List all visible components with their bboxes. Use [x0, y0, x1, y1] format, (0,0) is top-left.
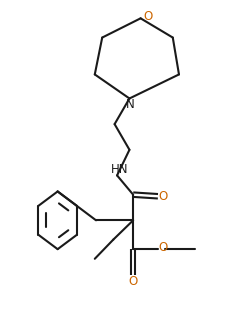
Text: O: O [128, 275, 138, 289]
Text: O: O [159, 241, 168, 254]
Text: O: O [143, 10, 153, 23]
Text: N: N [126, 98, 135, 111]
Text: HN: HN [111, 163, 128, 176]
Text: O: O [159, 190, 168, 203]
